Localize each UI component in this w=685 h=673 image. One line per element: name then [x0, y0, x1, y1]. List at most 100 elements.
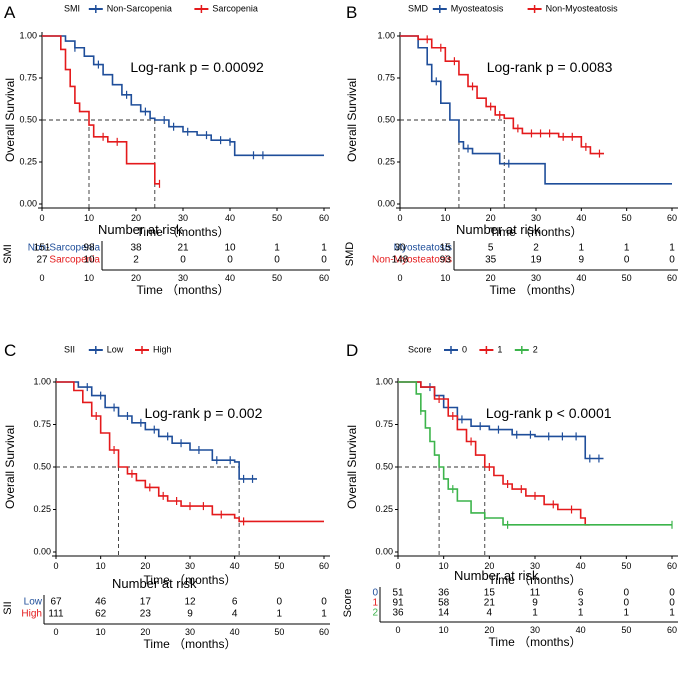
x-tick-label: 10 [440, 213, 450, 223]
axes: 0.00 0.25 0.50 0.75 1.00 0 10 20 30 40 50 60 Time （m… [3, 376, 330, 587]
risk-count: 0 [669, 598, 675, 609]
legend-title: Score [408, 344, 432, 354]
risk-x-tick-label: 50 [622, 273, 632, 283]
survival-curve [56, 381, 324, 523]
risk-table-title: Number at risk [456, 222, 541, 237]
risk-x-tick-label: 40 [576, 625, 586, 635]
legend-label-2: 2 [533, 344, 538, 354]
risk-x-tick-label: 0 [39, 273, 44, 283]
risk-x-tick-label: 30 [178, 273, 188, 283]
legend-label-0: Non-Sarcopenia [107, 3, 172, 13]
risk-x-tick-label: 50 [621, 625, 631, 635]
risk-count: 1 [624, 608, 630, 619]
x-tick-label: 0 [53, 561, 58, 571]
risk-count: 0 [274, 255, 280, 266]
risk-count: 1 [669, 243, 675, 254]
legend-title: SMD [408, 3, 429, 13]
risk-count: 58 [438, 598, 450, 609]
risk-count: 23 [140, 609, 152, 620]
x-tick-label: 30 [530, 561, 540, 571]
legend-label-1: Non-Myosteatosis [546, 3, 619, 13]
x-tick-label: 0 [39, 213, 44, 223]
risk-table-title: Number at risk [454, 568, 539, 583]
risk-count: 1 [277, 609, 283, 620]
risk-count: 6 [578, 588, 584, 599]
legend-label-0: Low [107, 344, 124, 354]
y-tick-label: 0.00 [375, 546, 393, 556]
risk-x-tick-label: 20 [484, 625, 494, 635]
y-tick-label: 1.00 [377, 30, 395, 40]
risk-count: 98 [83, 243, 95, 254]
risk-count: 10 [83, 255, 95, 266]
risk-group-label: Non-Myosteatosis [372, 255, 452, 266]
survival-curve [56, 381, 257, 480]
x-tick-label: 10 [84, 213, 94, 223]
x-axis-label: Time （months） [137, 225, 230, 239]
risk-count: 1 [579, 243, 585, 254]
legend-title: SMI [64, 3, 80, 13]
log-rank-annotation: Log-rank p = 0.002 [144, 405, 262, 421]
panel-d: D Score 0 1 20.000.250.500.751.000 10 20 30 40 50… [342, 341, 678, 649]
legend: SII Low High [64, 344, 172, 354]
risk-count: 2 [133, 255, 139, 266]
survival-curve [398, 381, 590, 526]
risk-count: 1 [578, 608, 584, 619]
risk-count: 1 [669, 608, 675, 619]
risk-x-tick-label: 50 [272, 273, 282, 283]
risk-count: 15 [440, 243, 452, 254]
risk-x-tick-label: 60 [667, 625, 677, 635]
x-tick-label: 50 [274, 561, 284, 571]
x-tick-label: 50 [622, 213, 632, 223]
survival-curve [400, 35, 604, 155]
risk-group-label: 0 [372, 588, 378, 599]
y-tick-label: 0.00 [33, 546, 51, 556]
risk-count: 21 [484, 598, 496, 609]
legend-label-1: 1 [497, 344, 502, 354]
y-tick-label: 0.25 [19, 156, 37, 166]
x-tick-label: 10 [96, 561, 106, 571]
x-axis-label: Time （months） [489, 573, 582, 587]
risk-count: 9 [579, 255, 585, 266]
risk-count: 35 [485, 255, 497, 266]
risk-group-label: Sarcopenia [49, 255, 100, 266]
y-tick-label: 0.75 [377, 72, 395, 82]
y-tick-label: 1.00 [375, 376, 393, 386]
log-rank-annotation: Log-rank p = 0.0083 [487, 59, 613, 75]
risk-x-tick-label: 60 [667, 273, 677, 283]
risk-count: 1 [274, 243, 280, 254]
risk-x-tick-label: 0 [395, 625, 400, 635]
risk-x-tick-label: 40 [576, 273, 586, 283]
risk-count: 93 [440, 255, 452, 266]
series-1 [398, 381, 590, 526]
risk-x-tick-label: 20 [140, 627, 150, 637]
risk-count: 4 [487, 608, 493, 619]
risk-count: 1 [321, 609, 327, 620]
risk-count: 3 [578, 598, 584, 609]
y-tick-label: 1.00 [19, 30, 37, 40]
x-tick-label: 50 [272, 213, 282, 223]
risk-count: 4 [232, 609, 238, 620]
x-tick-label: 40 [230, 561, 240, 571]
x-tick-label: 60 [667, 561, 677, 571]
risk-count: 0 [180, 255, 186, 266]
risk-count: 0 [321, 597, 327, 608]
series-2 [398, 381, 673, 529]
legend-label-0: 0 [462, 344, 467, 354]
risk-table-title: Number at risk [112, 576, 197, 591]
panel-label: D [346, 341, 358, 360]
risk-group-label: 1 [372, 598, 378, 609]
y-tick-label: 0.75 [375, 419, 393, 429]
legend-title: SII [64, 344, 75, 354]
y-axis-label: Overall Survival [345, 425, 359, 509]
panel-a: A SMI Non-Sarcopenia Sarcopenia0.000.250.50… [2, 3, 330, 297]
risk-x-tick-label: 20 [486, 273, 496, 283]
x-tick-label: 20 [486, 213, 496, 223]
risk-count: 9 [532, 598, 538, 609]
y-axis-label: Overall Survival [345, 78, 359, 162]
risk-count: 151 [34, 243, 51, 254]
y-tick-label: 0.25 [33, 504, 51, 514]
risk-x-tick-label: 10 [440, 273, 450, 283]
